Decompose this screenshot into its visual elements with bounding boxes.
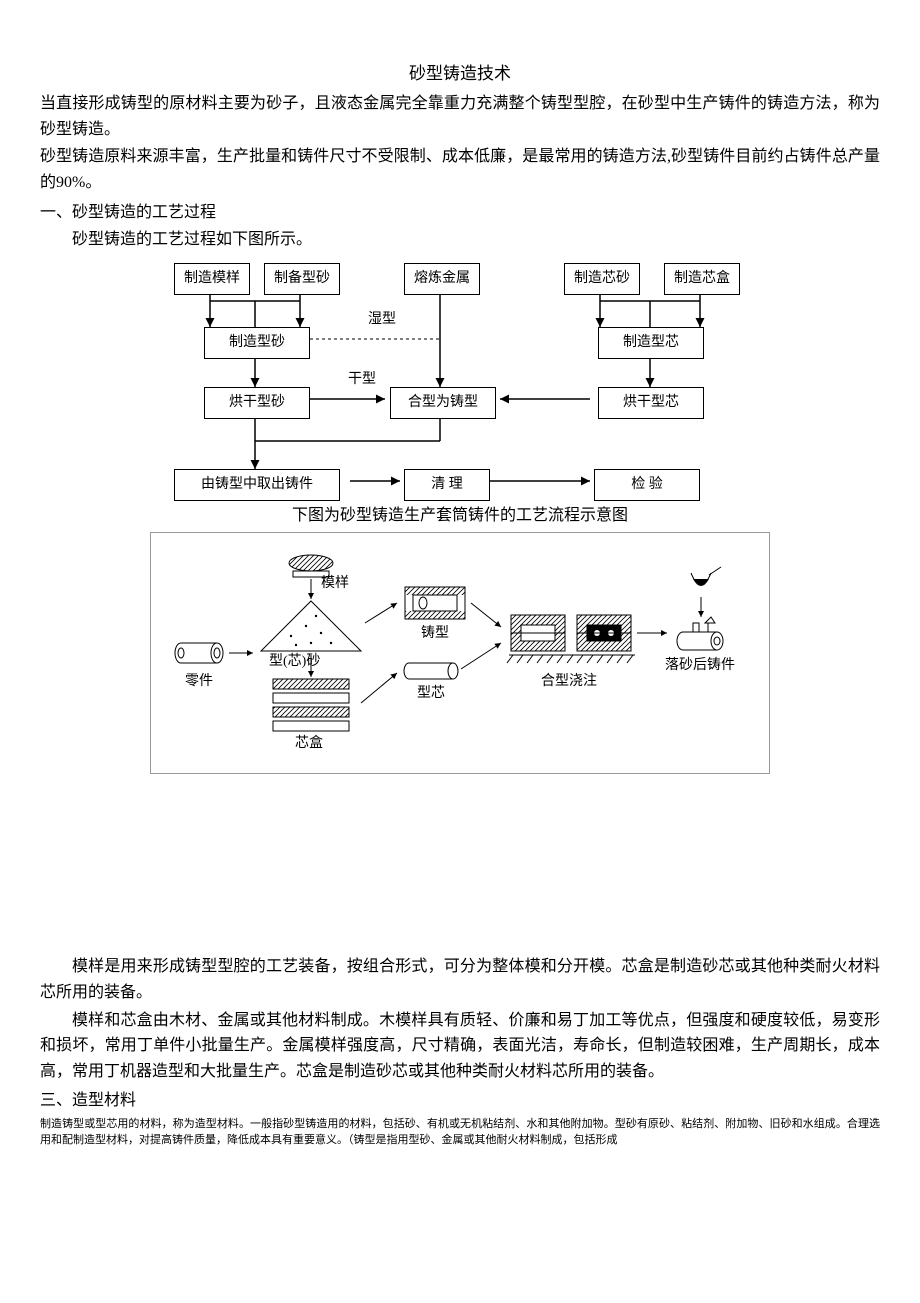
- illus-label: 型芯: [417, 683, 445, 705]
- illus-label: 零件: [185, 671, 213, 693]
- doc-title: 砂型铸造技术: [40, 60, 880, 87]
- fc-node: 制造模样: [174, 263, 250, 295]
- illus-label: 铸型: [421, 623, 449, 645]
- illus-label: 合型浇注: [541, 671, 597, 693]
- fc-node: 熔炼金属: [404, 263, 480, 295]
- section-1-head: 一、砂型铸造的工艺过程: [40, 200, 880, 226]
- material-para: 制造铸型或型芯用的材料，称为造型材料。一般指砂型铸造用的材料，包括砂、有机或无机…: [40, 1116, 880, 1149]
- fc-node: 烘干型砂: [204, 387, 310, 419]
- pattern-para-1: 模样是用来形成铸型型腔的工艺装备，按组合形式，可分为整体模和分开模。芯盒是制造砂…: [40, 954, 880, 1005]
- intro-para-1: 当直接形成铸型的原材料主要为砂子，且液态金属完全靠重力充满整个铸型型腔，在砂型中…: [40, 91, 880, 142]
- fc-node: 由铸型中取出铸件: [174, 469, 340, 501]
- fc-node: 检 验: [594, 469, 700, 501]
- fc-node: 烘干型芯: [598, 387, 704, 419]
- process-flowchart: 制造模样 制备型砂 熔炼金属 制造芯砂 制造芯盒 制造型砂 制造型芯 烘干型砂 …: [160, 261, 760, 501]
- sleeve-casting-illustration: 零件 模样 型(芯)砂 芯盒 铸型 型芯 合型浇注 落砂后铸件: [150, 532, 770, 774]
- section-3-head: 三、造型材料: [40, 1088, 880, 1114]
- fc-edge-label: 干型: [348, 369, 376, 391]
- fc-node: 制造型砂: [204, 327, 310, 359]
- pattern-para-2: 模样和芯盒由木材、金属或其他材料制成。木模样具有质轻、价廉和易丁加工等优点，但强…: [40, 1008, 880, 1085]
- fc-node: 清 理: [404, 469, 490, 501]
- fc-node: 制造芯砂: [564, 263, 640, 295]
- illus-label: 型(芯)砂: [269, 651, 320, 673]
- fc-edge-label: 湿型: [368, 309, 396, 331]
- illus-label: 芯盒: [295, 733, 323, 755]
- illus-label: 模样: [321, 573, 349, 595]
- fc-node: 制备型砂: [264, 263, 340, 295]
- fc-node: 合型为铸型: [390, 387, 496, 419]
- section-1-line: 砂型铸造的工艺过程如下图所示。: [40, 227, 880, 253]
- illus-label: 落砂后铸件: [665, 655, 735, 677]
- fc-node: 制造型芯: [598, 327, 704, 359]
- flowchart-caption: 下图为砂型铸造生产套筒铸件的工艺流程示意图: [40, 503, 880, 529]
- fc-node: 制造芯盒: [664, 263, 740, 295]
- intro-para-2: 砂型铸造原料来源丰富，生产批量和铸件尺寸不受限制、成本低廉，是最常用的铸造方法,…: [40, 144, 880, 195]
